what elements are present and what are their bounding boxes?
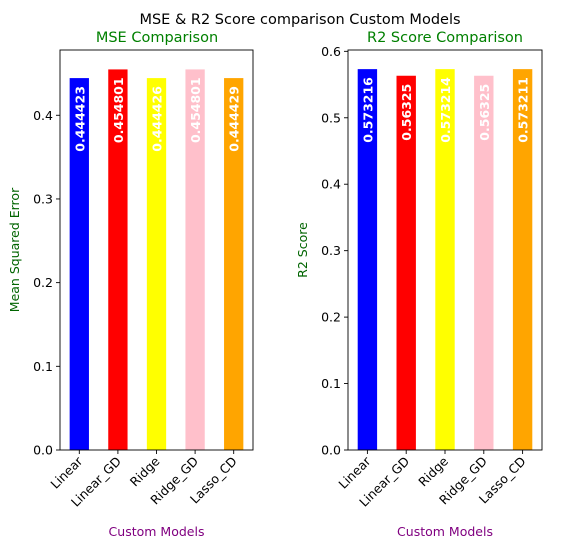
y-tick-label: 0.4 [33, 108, 53, 123]
bar-value-label: 0.444426 [150, 86, 165, 152]
x-axis-label: Custom Models [109, 524, 205, 539]
mse-comparison-chart: MSE Comparison 0.444423 0.454801 0.444426 0.… [7, 30, 254, 539]
bar-value-label: 0.573214 [438, 77, 453, 143]
y-tick-label: 0.3 [321, 243, 341, 258]
y-tick-label: 0.2 [33, 275, 53, 290]
y-tick-label: 0.1 [321, 376, 341, 391]
bar-linear-gd [396, 75, 416, 451]
y-tick-label: 0.6 [321, 44, 341, 59]
bar-value-label: 0.56325 [399, 84, 414, 141]
bar-linear [69, 78, 89, 451]
x-tick-label: Ridge [127, 453, 163, 489]
x-tick-label: Ridge [415, 453, 451, 489]
bar-linear-gd [108, 69, 128, 450]
y-tick-label: 0.4 [321, 177, 341, 192]
y-tick-label: 0.2 [321, 310, 341, 325]
figure-title: MSE & R2 Score comparison Custom Models [139, 12, 460, 28]
r2-score-comparison-chart: R2 Score Comparison 0.573216 0.56325 0.5732… [295, 30, 543, 539]
bar-ridge [146, 78, 167, 450]
bar-value-label: 0.56325 [477, 84, 492, 141]
y-tick-label: 0.5 [321, 110, 341, 125]
bar-value-label: 0.454801 [188, 77, 203, 143]
y-tick-label: 0.1 [33, 359, 53, 374]
y-axis-label: R2 Score [295, 222, 310, 278]
bar-lasso-cd [224, 78, 244, 450]
bar-value-label: 0.444423 [72, 86, 87, 152]
y-tick-label: 0.3 [33, 191, 53, 206]
bar-linear [357, 69, 378, 450]
bar-value-label: 0.444429 [227, 86, 242, 152]
r2-chart-title: R2 Score Comparison [367, 30, 523, 46]
x-axis-label: Custom Models [397, 524, 493, 539]
mse-chart-title: MSE Comparison [96, 30, 218, 46]
bar-value-label: 0.454801 [111, 77, 126, 143]
bar-lasso-cd [512, 69, 533, 450]
bar-ridge-gd [185, 69, 205, 450]
bar-ridge-gd [474, 75, 494, 451]
bar-value-label: 0.573211 [516, 77, 531, 143]
y-axis-label: Mean Squared Error [7, 187, 22, 312]
y-tick-label: 0.0 [321, 443, 341, 458]
bar-value-label: 0.573216 [360, 77, 375, 143]
y-tick-label: 0.0 [33, 443, 53, 458]
bar-ridge [435, 69, 455, 451]
